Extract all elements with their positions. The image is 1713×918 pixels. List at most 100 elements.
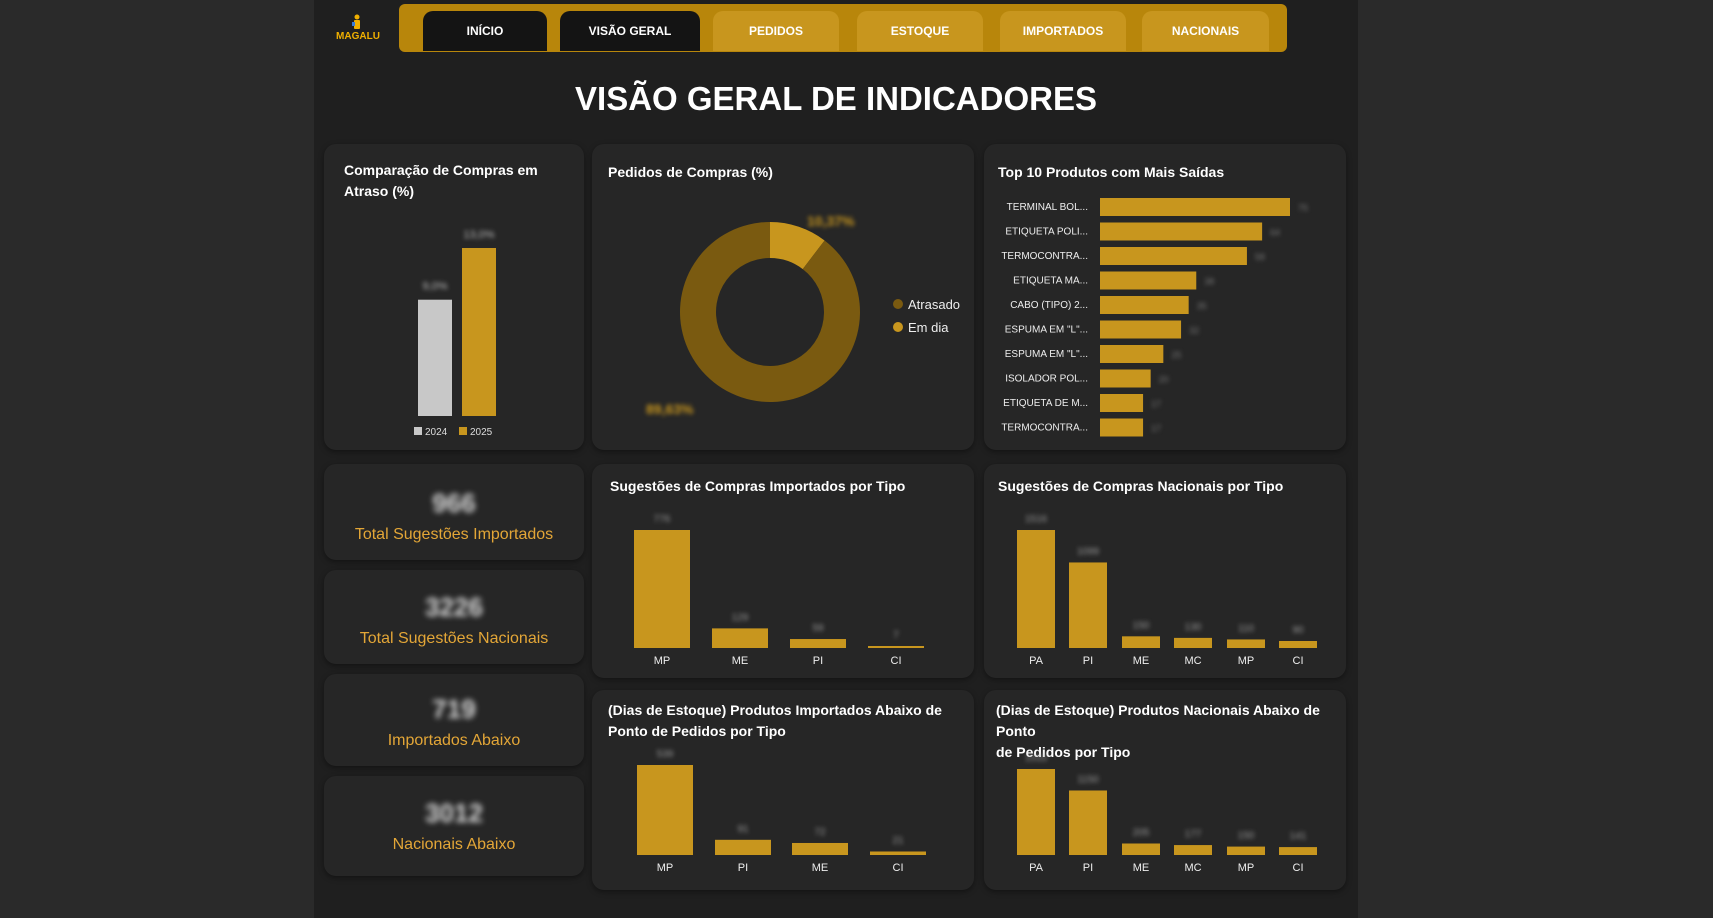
axis-label: PA [1029,862,1044,874]
data-label: 35 [1197,301,1207,311]
chart-title-line: Ponto de Pedidos por Tipo [608,723,786,739]
bar-label: ESPUMA EM "L"... [1005,325,1088,336]
axis-label: MP [1238,655,1255,667]
tab-estoque[interactable]: ESTOQUE [857,11,983,51]
data-label: 75 [1298,203,1308,213]
data-label: 205 [1133,827,1150,838]
tab-pedidos[interactable]: PEDIDOS [713,11,839,51]
axis-label: CI [1293,655,1304,667]
data-label: 150 [1238,831,1255,842]
legend-label: 2024 [425,427,448,438]
kpi-card-total-nacionais: 3226 Total Sugestões Nacionais [324,570,584,664]
bar [1100,296,1189,314]
tab-inicio[interactable]: INÍCIO [423,11,547,51]
bar-pi [790,639,846,648]
bar-label: ISOLADOR POL... [1005,374,1088,385]
data-label: 21 [892,835,904,846]
purchase-orders-donut-card: Pedidos de Compras (%) 10,37% 89,63% Atras… [592,144,974,450]
bar [1100,222,1263,241]
data-label: 1099 [1077,546,1100,557]
chart-title: Sugestões de Compras Importados por Tipo [610,478,906,494]
legend-swatch [459,427,467,435]
tab-nacionais[interactable]: NACIONAIS [1142,11,1269,51]
data-label: 32 [1189,326,1199,336]
logo-text: MAGALU [336,31,380,42]
data-label: 20 [1159,375,1169,385]
axis-label: MC [1184,862,1201,874]
data-label: 7 [893,630,899,641]
bar [1100,418,1144,437]
axis-label: MC [1184,655,1201,667]
chart-title-line: (Dias de Estoque) Produtos Importados Ab… [608,702,942,718]
data-label: 10,37% [807,213,855,229]
bar-pi [1069,562,1107,648]
magalu-logo[interactable]: MAGALU [334,14,382,46]
legend-dot [893,299,903,309]
bar-2025 [462,248,496,416]
donut-slice-atrasado [770,222,825,270]
axis-label: MP [1238,862,1255,874]
chart-title-line: de Pedidos por Tipo [996,744,1131,760]
bar-label: ESPUMA EM "L"... [1005,349,1088,360]
kpi-card-total-importados: 966 Total Sugestões Importados [324,464,584,560]
data-label: 72 [814,827,826,838]
national-below-reorder-bar-chart: 1533 PA 1150 PI 205 ME 177 MC 150 MP 141 CI [1017,753,1317,874]
data-label: 141 [1290,831,1307,842]
bar [1100,394,1144,412]
bar-mp [637,765,693,855]
data-label: 13,0% [463,229,494,241]
axis-label: PI [1083,655,1093,667]
data-label: 17 [1151,399,1161,409]
axis-label: PI [813,655,823,667]
bar-mc [1174,845,1212,855]
chart-title: (Dias de Estoque) Produtos Nacionais Aba… [996,700,1346,763]
bar-2024 [418,299,452,416]
imported-suggestions-bar-chart: 776 MP 129 ME 59 PI 7 CI [634,514,924,667]
bar [1100,271,1197,290]
bar-me [1122,843,1160,855]
chart-title: Pedidos de Compras (%) [608,164,773,180]
kpi-label: Total Sugestões Importados [354,526,554,543]
tab-visao-geral[interactable]: VISÃO GERAL [560,11,700,51]
bar-ci [870,851,926,855]
national-suggestions-card: Sugestões de Compras Nacionais por Tipo … [984,464,1346,678]
bar-ci [868,646,924,648]
data-label: 1533 [1025,753,1048,764]
axis-label: CI [893,862,904,874]
bar-pa [1017,530,1055,648]
legend-label: 2025 [470,427,493,438]
chart-title: Comparação de Compras em Atraso (%) [344,160,538,202]
kpi-value: 3012 [425,798,483,828]
bar-label: TERMINAL BOL... [1007,202,1088,213]
chart-title: Sugestões de Compras Nacionais por Tipo [998,478,1284,494]
axis-label: CI [891,655,902,667]
tab-importados[interactable]: IMPORTADOS [1000,11,1126,51]
donut-slice-em-dia [680,222,860,402]
axis-label: ME [732,655,749,667]
kpi-card-nacionais-abaixo: 3012 Nacionais Abaixo [324,776,584,876]
axis-label: ME [1133,862,1150,874]
legend-label: Atrasado [908,297,960,312]
data-label: 91 [737,824,749,835]
imported-below-reorder-card: (Dias de Estoque) Produtos Importados Ab… [592,690,974,890]
dashboard-frame: MAGALU INÍCIO VISÃO GERAL PEDIDOS ESTOQU… [314,0,1358,918]
bar-label: TERMOCONTRA... [1001,423,1088,434]
data-label: 38 [1204,277,1214,287]
data-label: 25 [1171,350,1181,360]
bar-pi [1069,790,1107,855]
kpi-label: Total Sugestões Nacionais [359,630,549,647]
national-below-reorder-card: (Dias de Estoque) Produtos Nacionais Aba… [984,690,1346,890]
data-label: 9,0% [422,281,447,293]
bar-mc [1174,637,1212,648]
axis-label: ME [812,862,829,874]
bar-mp [634,530,690,648]
data-label: 90 [1292,625,1304,636]
bar-me [792,842,848,855]
kpi-value: 966 [432,488,476,518]
data-label: 1150 [1077,774,1099,785]
axis-label: MP [654,655,671,667]
kpi-label: Nacionais Abaixo [392,836,516,853]
top-products-bar-chart: TERMINAL BOL... 75 ETIQUETA POLI... 64 TERMO… [1001,198,1308,437]
bar-me [712,628,768,648]
legend-dot [893,322,903,332]
